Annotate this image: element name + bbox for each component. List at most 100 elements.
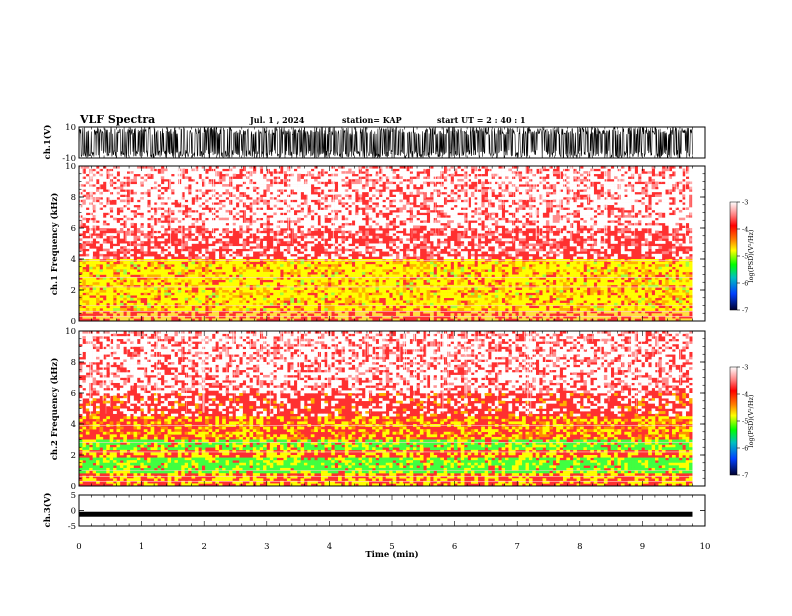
spectrogram-cell (638, 197, 642, 200)
spectrogram-cell (376, 194, 380, 197)
spectrogram-cell (662, 169, 666, 172)
spectrogram-cell (505, 197, 509, 200)
spectrogram-cell (580, 269, 584, 272)
spectrogram-cell (505, 225, 509, 228)
spectrogram-cell (287, 264, 291, 267)
spectrogram-cell (205, 262, 209, 265)
spectrogram-cell (191, 171, 195, 174)
spectrogram-cell (297, 254, 301, 257)
spectrogram-cell (277, 210, 281, 213)
spectrogram-cell (273, 223, 277, 226)
spectrogram-cell (341, 192, 345, 195)
spectrogram-cell (358, 174, 362, 177)
spectrogram-cell (577, 267, 581, 270)
spectrogram-cell (403, 202, 407, 205)
spectrogram-cell (457, 200, 461, 203)
spectrogram-cell (110, 249, 114, 252)
spectrogram-cell (546, 171, 550, 174)
spectrogram-cell (618, 233, 622, 236)
spectrogram-cell (478, 251, 482, 254)
spectrogram-cell (600, 220, 604, 223)
spectrogram-cell (502, 246, 506, 249)
spectrogram-cell (686, 220, 690, 223)
spectrogram-cell (529, 262, 533, 265)
spectrogram-cell (566, 228, 570, 231)
spectrogram-cell (464, 238, 468, 241)
spectrogram-cell (396, 213, 400, 216)
spectrogram-cell (536, 267, 540, 270)
spectrogram-cell (597, 254, 601, 257)
spectrogram-cell (515, 174, 519, 177)
spectrogram-cell (546, 249, 550, 252)
spectrogram-cell (658, 200, 662, 203)
spectrogram-cell (631, 262, 635, 265)
spectrogram-cell (413, 215, 417, 218)
spectrogram-cell (369, 184, 373, 187)
spectrogram-cell (645, 264, 649, 267)
spectrogram-cell (638, 213, 642, 216)
spectrogram-cell (389, 256, 393, 259)
spectrogram-cell (212, 238, 216, 241)
spectrogram-cell (624, 264, 628, 267)
spectrogram-cell (641, 218, 645, 221)
spectrogram-cell (386, 202, 390, 205)
spectrogram-cell (110, 207, 114, 210)
spectrogram-cell (301, 241, 305, 244)
spectrogram-cell (495, 269, 499, 272)
spectrogram-cell (191, 205, 195, 208)
spectrogram-cell (658, 207, 662, 210)
spectrogram-cell (406, 249, 410, 252)
spectrogram-cell (635, 202, 639, 205)
spectrogram-cell (410, 244, 414, 247)
spectrogram-cell (335, 223, 339, 226)
spectrogram-cell (301, 249, 305, 252)
spectrogram-cell (120, 174, 124, 177)
spectrogram-cell (662, 192, 666, 195)
spectrogram-cell (658, 238, 662, 241)
spectrogram-cell (362, 272, 366, 275)
spectrogram-cell (266, 179, 270, 182)
station-label: station= KAP (342, 115, 402, 125)
spectrogram-cell (485, 213, 489, 216)
spectrogram-cell (164, 192, 168, 195)
spectrogram-cell (96, 264, 100, 267)
spectrogram-cell (205, 210, 209, 213)
spectrogram-cell (161, 218, 165, 221)
spectrogram-cell (386, 207, 390, 210)
spectrogram-cell (686, 249, 690, 252)
spectrogram-cell (556, 254, 560, 257)
spectrogram-cell (358, 184, 362, 187)
spectrogram-cell (226, 187, 230, 190)
spectrogram-cell (93, 174, 97, 177)
spectrogram-cell (556, 194, 560, 197)
spectrogram-cell (454, 272, 458, 275)
spectrogram-cell (89, 269, 93, 272)
spectrogram-cell (355, 202, 359, 205)
spectrogram-cell (137, 207, 141, 210)
spectrogram-cell (369, 269, 373, 272)
spectrogram-cell (157, 233, 161, 236)
spectrogram-cell (433, 207, 437, 210)
spectrogram-cell (583, 200, 587, 203)
spectrogram-cell (573, 187, 577, 190)
spectrogram-cell (457, 233, 461, 236)
spectrogram-cell (641, 210, 645, 213)
spectrogram-cell (410, 182, 414, 185)
spectrogram-cell (481, 205, 485, 208)
spectrogram-cell (621, 231, 625, 234)
spectrogram-cell (355, 225, 359, 228)
spectrogram-cell (444, 174, 448, 177)
spectrogram-cell (658, 254, 662, 257)
spectrogram-cell (144, 256, 148, 259)
spectrogram-cell (222, 220, 226, 223)
spectrogram-cell (566, 218, 570, 221)
spectrogram-cell (652, 205, 656, 208)
spectrogram-cell (283, 171, 287, 174)
spectrogram-cell (389, 262, 393, 265)
spectrogram-cell (93, 236, 97, 239)
spectrogram-cell (665, 262, 669, 265)
spectrogram-cell (549, 269, 553, 272)
spectrogram-cell (522, 179, 526, 182)
spectrogram-cell (86, 176, 90, 179)
spectrogram-cell (209, 174, 213, 177)
